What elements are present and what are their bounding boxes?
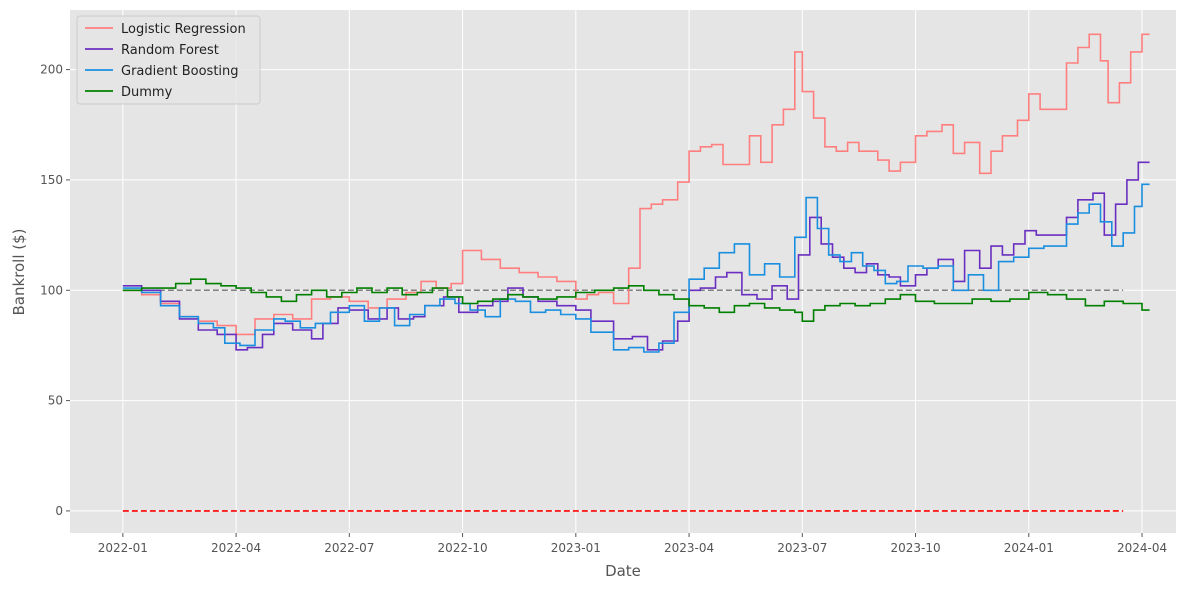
x-tick-label: 2023-04 — [664, 541, 714, 555]
x-tick-label: 2022-07 — [324, 541, 374, 555]
series-line-gradient-boosting — [122, 183, 1150, 353]
series-line-logistic-regression — [122, 33, 1150, 336]
x-tick-label: 2024-04 — [1117, 541, 1167, 555]
legend-label: Logistic Regression — [121, 22, 246, 37]
y-tick-label: 150 — [40, 173, 63, 187]
series-line-random-forest — [122, 161, 1150, 351]
x-axis-ticks: 2022-01 2022-04 2022-07 2022-10 2023-01 2023-… — [98, 533, 1167, 555]
y-axis-ticks: 0 50 100 150 200 — [40, 63, 70, 518]
x-tick-label: 2023-07 — [777, 541, 827, 555]
x-tick-label: 2023-10 — [890, 541, 940, 555]
series-lines — [122, 33, 1150, 353]
legend: Logistic Regression Random Forest Gradient… — [76, 15, 261, 105]
y-tick-label: 0 — [55, 504, 63, 518]
x-tick-label: 2022-10 — [438, 541, 488, 555]
legend-box — [76, 15, 261, 105]
x-axis-label: Date — [605, 562, 641, 580]
legend-label: Random Forest — [121, 43, 219, 58]
x-tick-label: 2022-04 — [211, 541, 261, 555]
y-tick-label: 50 — [48, 394, 63, 408]
y-tick-label: 100 — [40, 283, 63, 297]
series-line-dummy — [122, 278, 1150, 322]
x-tick-label: 2023-01 — [551, 541, 601, 555]
x-tick-label: 2022-01 — [98, 541, 148, 555]
y-axis-label: Bankroll ($) — [10, 228, 28, 315]
x-tick-label: 2024-01 — [1004, 541, 1054, 555]
y-tick-label: 200 — [40, 63, 63, 77]
legend-label: Gradient Boosting — [121, 64, 239, 79]
legend-label: Dummy — [121, 85, 173, 100]
